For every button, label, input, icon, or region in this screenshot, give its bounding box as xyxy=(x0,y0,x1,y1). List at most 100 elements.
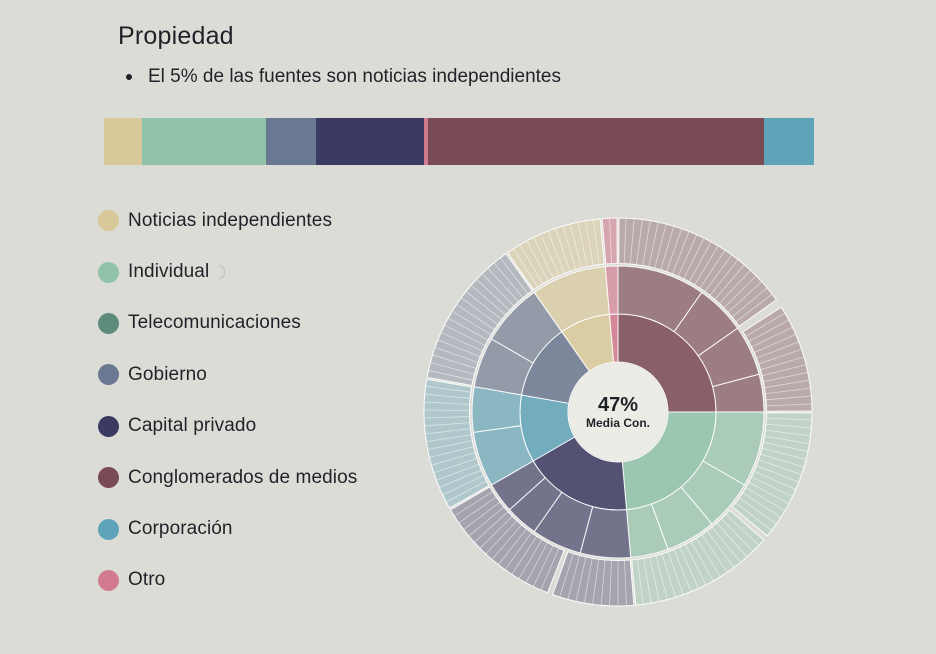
sunburst-outer-capital[interactable] xyxy=(449,486,565,594)
sunburst-outer-divider xyxy=(519,244,544,285)
sunburst-outer-divider xyxy=(440,332,483,352)
sunburst-outer-divider xyxy=(458,496,497,524)
legend-label: Gobierno xyxy=(128,363,207,385)
sunburst-outer-divider xyxy=(583,558,593,604)
sunburst-outer-divider xyxy=(760,453,805,468)
sunburst-outer-divider xyxy=(448,317,489,341)
legend-item[interactable]: Individual xyxy=(98,246,357,297)
sunburst-outer-divider xyxy=(666,228,682,272)
bar-segment-individual[interactable] xyxy=(141,118,267,165)
sunburst-outer-divider xyxy=(429,446,474,458)
bar-segment-otro[interactable] xyxy=(423,118,429,165)
bar-segment-conglomerados-de-medios[interactable] xyxy=(428,118,765,165)
sunburst-outer-divider xyxy=(431,452,476,466)
sunburst-outer-divider xyxy=(452,310,492,336)
legend-label: Individual xyxy=(128,261,210,283)
sunburst-outer-divider xyxy=(547,230,565,274)
legend: Noticias independientes Individual Telecom… xyxy=(98,195,357,606)
bar-segment-noticias-independientes[interactable] xyxy=(104,118,142,165)
sunburst-outer-divider xyxy=(540,233,560,276)
sunburst-outer-divider xyxy=(636,559,644,605)
legend-swatch xyxy=(98,467,119,489)
legend-label: Conglomerados de medios xyxy=(128,466,358,488)
sunburst-outer-divider xyxy=(748,481,790,505)
sunburst-outer-divider xyxy=(745,312,786,337)
sunburst-outer-conglomerados[interactable] xyxy=(618,217,778,327)
sunburst-outer-divider xyxy=(512,248,539,288)
legend-label: Corporación xyxy=(128,518,233,540)
legend-swatch xyxy=(98,518,119,540)
sunburst-outer-divider xyxy=(735,293,773,323)
bar-segment-gobierno[interactable] xyxy=(266,118,317,165)
ownership-stacked-bar[interactable] xyxy=(104,118,814,165)
sunburst-outer-divider xyxy=(442,475,484,496)
legend-item[interactable]: Corporación xyxy=(98,503,357,554)
sunburst-outer-divider xyxy=(660,226,675,270)
sunburst-outer-divider xyxy=(567,555,580,600)
sunburst-outer-individual[interactable] xyxy=(731,412,813,537)
sunburst-outer-divider xyxy=(714,264,745,300)
sunburst-outer-divider xyxy=(629,218,635,265)
sunburst-outer-divider xyxy=(738,497,777,525)
sunburst-mid-otro[interactable] xyxy=(604,265,619,315)
sunburst-outer-divider xyxy=(654,223,667,269)
legend-item[interactable]: Capital privado xyxy=(98,401,357,452)
sunburst-outer-divider xyxy=(758,348,802,365)
sunburst-outer-divider xyxy=(624,560,627,606)
sunburst-outer-divider xyxy=(756,341,799,359)
sunburst-outer-divider xyxy=(425,428,471,435)
sunburst-outer-divider xyxy=(432,354,477,369)
sunburst-outer-divider xyxy=(765,423,812,429)
sunburst-outer-divider xyxy=(485,520,518,555)
sunburst-outer-divider xyxy=(699,249,726,289)
sunburst-outer-divider xyxy=(609,218,612,264)
sunburst-outer-divider xyxy=(456,304,495,330)
sunburst-outer-divider xyxy=(511,536,538,575)
sunburst-outer-divider xyxy=(677,234,698,277)
sunburst-outer-divider xyxy=(526,240,549,282)
sunburst-outer-divider xyxy=(727,281,763,313)
sunburst-outer-divider xyxy=(487,267,519,303)
legend-item[interactable]: Otro xyxy=(98,555,357,606)
sunburst-outer-divider xyxy=(661,553,676,598)
sunburst-outer-noticias[interactable] xyxy=(506,218,605,291)
sunburst-outer-divider xyxy=(454,491,493,517)
sunburst-outer-divider xyxy=(765,395,812,401)
sunburst-outer-divider xyxy=(481,273,515,307)
sunburst-outer-divider xyxy=(704,254,732,292)
sunburst-outer-divider xyxy=(742,492,782,518)
sunburst-outer-divider xyxy=(690,541,714,582)
legend-swatch xyxy=(98,261,119,283)
sunburst-outer-individual[interactable] xyxy=(631,509,765,606)
sunburst-outer-divider xyxy=(463,501,501,530)
sunburst-outer-divider xyxy=(706,530,735,568)
sunburst-outer-divider xyxy=(763,371,808,383)
center-value: 47% xyxy=(598,394,638,416)
sunburst-outer-divider xyxy=(427,440,473,450)
sunburst-outer-divider xyxy=(445,480,487,503)
sunburst-outer-divider xyxy=(562,225,577,270)
sunburst-outer-conglomerados[interactable] xyxy=(742,306,813,412)
sunburst-outer-divider xyxy=(719,269,751,304)
sunburst-outer-divider xyxy=(731,287,768,318)
legend-item[interactable]: Gobierno xyxy=(98,349,357,400)
sunburst-outer-divider xyxy=(577,222,588,267)
sunburst-outer-divider xyxy=(636,219,643,265)
bar-segment-corporaci-n[interactable] xyxy=(764,118,814,165)
legend-item[interactable]: Telecomunicaciones xyxy=(98,298,357,349)
bar-segment-capital-privado[interactable] xyxy=(316,118,424,165)
sunburst-outer-divider xyxy=(491,524,522,560)
legend-swatch xyxy=(98,210,119,232)
sunburst-outer-divider xyxy=(575,556,587,602)
sunburst-outer-divider xyxy=(667,551,684,595)
sunburst-outer-divider xyxy=(592,219,600,265)
legend-item[interactable]: Noticias independientes xyxy=(98,195,357,246)
sunburst-outer-otro[interactable] xyxy=(601,217,618,265)
sunburst-outer-capital[interactable] xyxy=(551,551,635,607)
sunburst-outer-divider xyxy=(723,275,757,309)
legend-item[interactable]: Conglomerados de medios xyxy=(98,452,357,503)
sunburst-outer-divider xyxy=(600,559,606,606)
sunburst-outer-divider xyxy=(648,222,659,267)
sunburst-outer-divider xyxy=(709,259,739,296)
